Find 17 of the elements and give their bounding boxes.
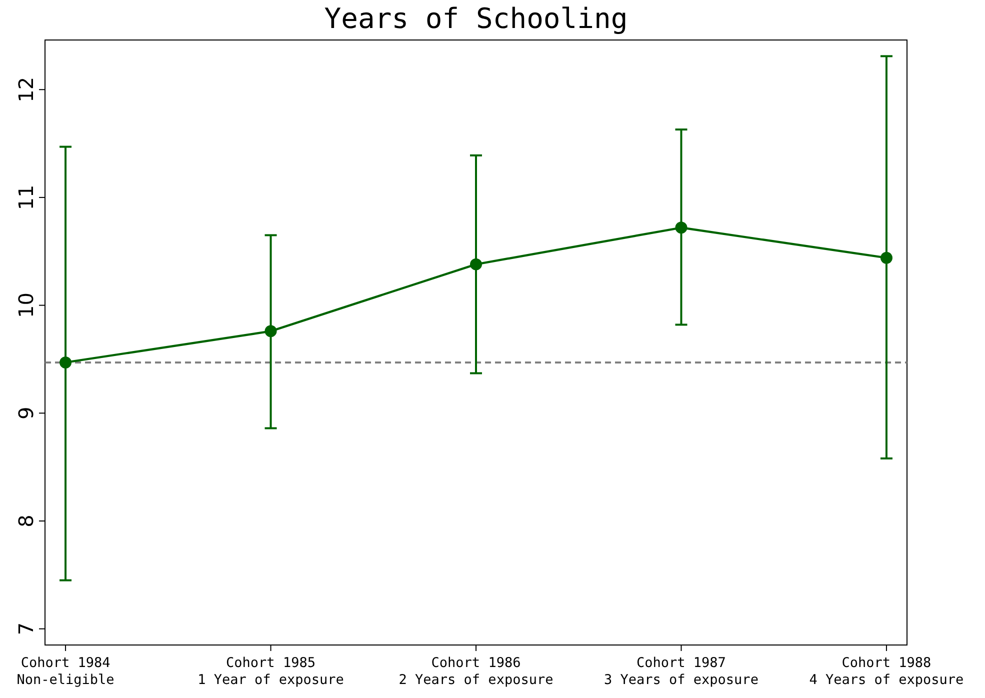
point (264, 325, 277, 338)
x-tick-label: Cohort 1987 3 Years of exposure (604, 655, 758, 688)
y-tick-label: 12 (14, 76, 38, 102)
point (880, 252, 892, 264)
y-tick-label: 7 (14, 622, 38, 636)
x-tick-label: Cohort 1984 Non-eligible (16, 655, 114, 688)
point (675, 222, 688, 234)
x-tick-label: Cohort 1986 2 Years of exposure (398, 655, 554, 688)
y-tick-label: 9 (14, 406, 38, 420)
chart-title: Years of Schooling (324, 2, 628, 35)
y-tick-label: 8 (14, 514, 38, 528)
point (470, 258, 482, 270)
y-tick-label: 11 (14, 184, 38, 210)
y-tick-label: 10 (14, 292, 38, 318)
point (60, 356, 72, 368)
x-tick-label: Cohort 1985 1 Year of exposure (198, 655, 344, 688)
x-tick-label: Cohort 1988 4 Years of exposure (809, 655, 964, 688)
